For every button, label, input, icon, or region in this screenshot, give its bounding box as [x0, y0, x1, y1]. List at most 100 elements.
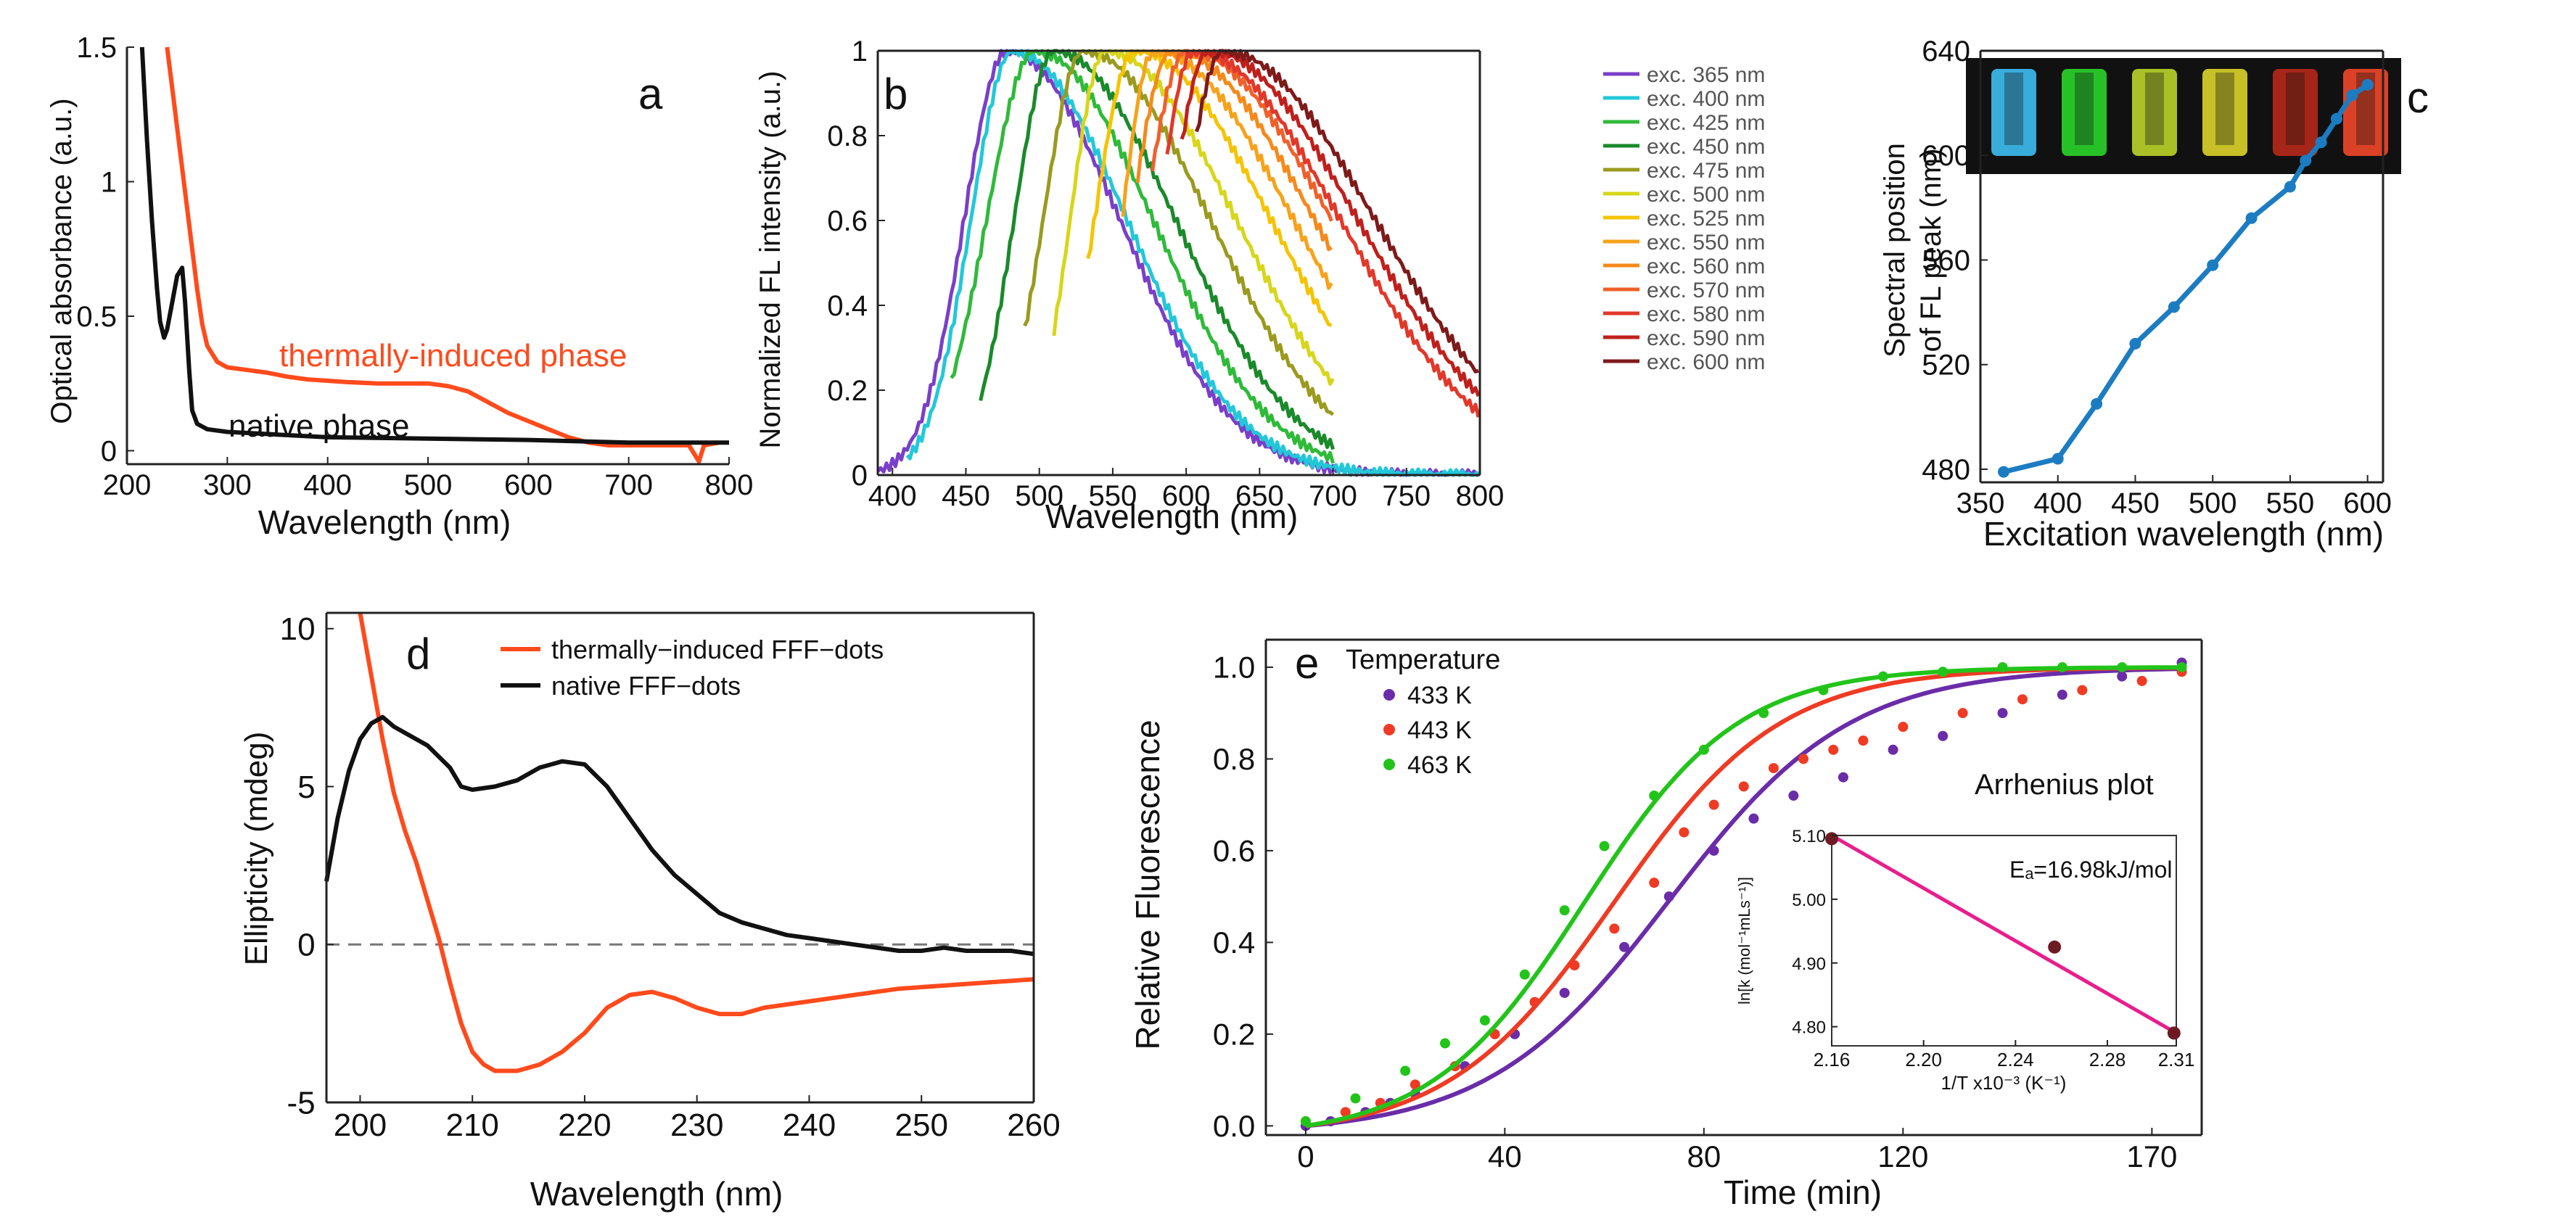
panel-e-data-point: [1350, 1093, 1361, 1104]
panel-b-legend-entry: exc. 365 nm: [1647, 63, 1765, 87]
inset-y-tick-label: 4.80: [1792, 1018, 1826, 1038]
inset-fit-line: [1830, 833, 2178, 1035]
panel-d-x-tick-label: 230: [670, 1107, 723, 1143]
panel-e-xlabel: Time (min): [1724, 1173, 1882, 1211]
panel-e-data-point: [1649, 878, 1660, 888]
panel-b-x-tick-label: 500: [1015, 480, 1063, 512]
panel-e-data-point: [1898, 722, 1909, 733]
panel-b-ylabel: Normalized FL intensity (a.u.): [754, 71, 786, 449]
panel-e-x-tick-label: 40: [1488, 1139, 1522, 1173]
panel-a-x-tick-label: 800: [705, 469, 754, 501]
panel-c-vial: [2202, 69, 2247, 156]
inset-axes: 2.16 2.20 2.24 2.28 2.31 4.80 4.90 5.00 5.10: [1792, 827, 2194, 1070]
panel-c-data-point: [2207, 259, 2219, 271]
panel-a-series: [139, 46, 729, 464]
panel-c-y-tick-label: 480: [1922, 454, 1970, 486]
panel-c-data-point: [2300, 154, 2312, 167]
panel-a-x-tick-label: 700: [604, 469, 653, 501]
panel-c-x-tick-label: 550: [2266, 487, 2315, 519]
panel-d-axes: 200 210 220 230 240 250 260 -5 0 5 10: [280, 611, 1061, 1143]
panel-b-series: [876, 49, 1481, 477]
panel-e-data-point: [2057, 689, 2067, 700]
panel-e-data-point: [1400, 1065, 1411, 1076]
panel-e-legend-swatch: [1383, 724, 1395, 735]
panel-a-axes: 200 300 400 500 600 700 800 0 0.5 1 1.5: [76, 32, 753, 501]
panel-c-data-point: [2129, 337, 2141, 350]
panel-e-data-point: [2176, 661, 2187, 672]
inset-x-tick-label: 2.24: [1997, 1049, 2034, 1070]
panel-e-data-point: [1957, 708, 1968, 719]
panel-b-legend-entry: exc. 600 nm: [1647, 350, 1765, 374]
panel-b-x-tick-label: 750: [1382, 480, 1431, 512]
panel-a-x-tick-label: 500: [404, 469, 453, 501]
panel-a-y-tick-label: 1.5: [76, 32, 117, 64]
panel-d-legend-entry: thermally−induced FFF−dots: [551, 635, 884, 664]
panel-e-data-point: [1997, 661, 2008, 672]
panel-c-xlabel: Excitation wavelength (nm): [1983, 515, 2384, 553]
panel-e-data-point: [1938, 667, 1949, 677]
panel-b-legend-entry: exc. 580 nm: [1647, 302, 1765, 326]
panel-d-series-line-2: [324, 714, 1034, 957]
panel-d-x-tick-label: 220: [558, 1107, 611, 1143]
inset-data-point: [2167, 1026, 2181, 1040]
panel-e-data-point: [1529, 997, 1540, 1007]
panel-e-data-point: [1828, 744, 1839, 755]
panel-a-x-tick-label: 200: [103, 469, 152, 501]
panel-a-annotation-thermal: thermally-induced phase: [279, 338, 627, 374]
panel-b-legend-entry: exc. 570 nm: [1647, 279, 1765, 302]
panel-c-axes: 350 400 450 500 550 600 480 520 560 600 640: [1922, 36, 2392, 519]
panel-b-series-line-10: [1151, 49, 1333, 222]
panel-e-data-point: [1559, 905, 1570, 916]
panel-c-data-point: [2330, 112, 2342, 125]
panel-b-x-tick-label: 550: [1089, 480, 1137, 512]
panel-a-x-tick-label: 600: [504, 469, 553, 501]
panel-e-data-point: [1708, 845, 1719, 856]
panel-b-legend-entry: exc. 450 nm: [1647, 135, 1765, 159]
panel-e-data-point: [1340, 1107, 1351, 1118]
panel-b-x-tick-label: 450: [942, 480, 990, 512]
panel-d-label: d: [406, 630, 430, 678]
panel-b-y-tick-label: 1: [852, 36, 868, 67]
panel-c-vial: [1991, 69, 2036, 156]
panel-e-data-point: [1609, 923, 1620, 934]
panel-d-xlabel: Wavelength (nm): [530, 1175, 783, 1213]
panel-e-data-point: [1877, 671, 1888, 682]
panel-a-series-line-2: [139, 46, 729, 445]
panel-b-legend-entry: exc. 400 nm: [1647, 87, 1765, 111]
panel-e-data-point: [1300, 1116, 1311, 1127]
panel-e-data-point: [1748, 813, 1759, 824]
panel-e-data-point: [2136, 675, 2147, 686]
panel-b-legend-entry: exc. 425 nm: [1647, 111, 1765, 135]
panel-c-y-tick-label: 600: [1922, 140, 1970, 172]
panel-c-vial-shadow: [2075, 73, 2094, 145]
panel-e-data-point: [1649, 791, 1660, 801]
panel-c-data-point: [2361, 78, 2374, 91]
panel-a-series-line-1: [165, 46, 720, 464]
panel-e-data-point: [1599, 841, 1610, 851]
panel-b-x-tick-label: 800: [1456, 480, 1505, 512]
panel-e-label: e: [1295, 639, 1319, 688]
panel-e-data-point: [1559, 987, 1570, 998]
panel-c-series: [1998, 78, 2374, 478]
panel-e-y-tick-label: 1.0: [1213, 651, 1255, 685]
inset-y-tick-label: 5.10: [1792, 827, 1826, 846]
panel-a-xlabel: Wavelength (nm): [258, 503, 511, 541]
inset-ylabel: ln[k (mol⁻¹mLs⁻¹)]: [1735, 877, 1753, 1004]
panel-c-data-point: [2346, 89, 2358, 102]
panel-c-y-tick-label: 560: [1922, 244, 1970, 276]
panel-b-series-line-4: [979, 49, 1335, 450]
panel-e-legend-swatch: [1383, 689, 1395, 701]
chart-panel-c: 350 400 450 500 550 600 480 520 560 600 640 c Exci…: [1879, 36, 2429, 553]
panel-e-y-tick-label: 0.8: [1213, 742, 1255, 776]
panel-c-y-tick-label: 520: [1922, 350, 1970, 381]
panel-d-series: [324, 612, 1034, 1073]
inset-frame: [1831, 835, 2177, 1047]
panel-b-series-line-2: [905, 49, 1481, 477]
panel-a-label: a: [638, 70, 663, 118]
panel-c-data-point: [2284, 181, 2296, 193]
panel-e-data-point: [1738, 781, 1749, 792]
panel-c-vial-shadow: [2215, 73, 2234, 145]
panel-b-x-tick-label: 650: [1235, 480, 1284, 512]
